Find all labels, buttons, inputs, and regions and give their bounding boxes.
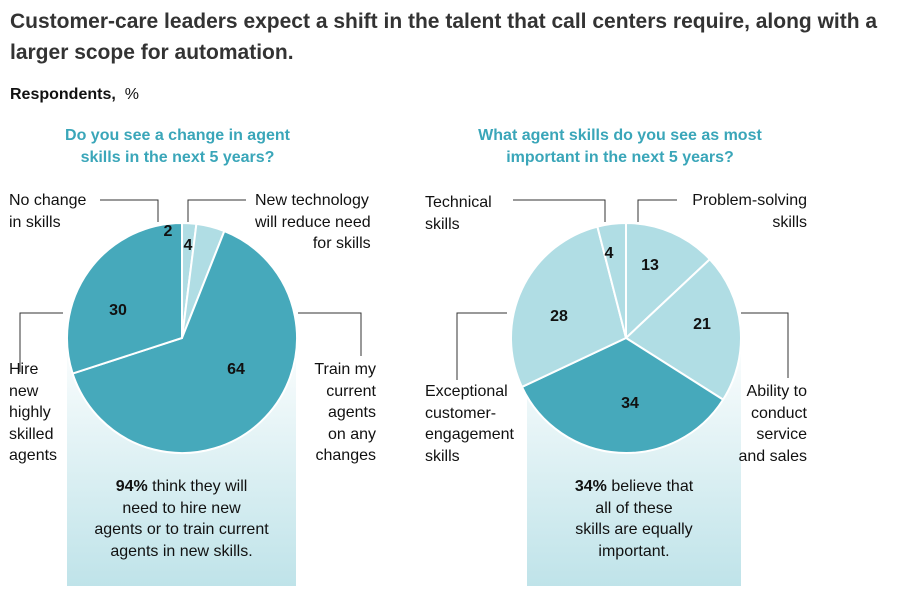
- slice-label-no-change: No change in skills: [9, 190, 86, 233]
- leader-line: [187, 199, 246, 222]
- respondents-label: Respondents, %: [10, 86, 139, 104]
- label-line: for skills: [312, 235, 371, 252]
- label-line: on any: [327, 425, 376, 443]
- slice-label-technical: Technical skills: [425, 192, 492, 235]
- label-line: will reduce need: [255, 213, 371, 231]
- chart1-pie: 24 64 30: [66, 221, 298, 454]
- note-line: agents or to train current: [94, 521, 269, 538]
- headline: Customer-care leaders expect a shift in …: [10, 10, 878, 64]
- leader-line: [741, 312, 789, 378]
- leader-line: [637, 199, 677, 222]
- label-line: Problem-solving: [692, 192, 807, 209]
- slice-label-problem-solving: Problem-solving skills: [680, 190, 807, 233]
- slice-exceptional: [510, 225, 628, 389]
- slice-label-ability: Ability to conduct service and sales: [720, 381, 808, 467]
- slice-train-agents: [71, 229, 298, 454]
- label-line: service: [756, 426, 807, 443]
- label-line: current: [326, 382, 376, 400]
- label-line: Hire: [9, 361, 39, 378]
- label-line: highly: [9, 404, 51, 421]
- label-line: agents: [327, 404, 376, 421]
- slice-ability-value-label: 21: [693, 316, 711, 333]
- slice-label-exceptional: Exceptional customer- engagement skills: [425, 381, 514, 467]
- note-line: 34% believe that: [527, 476, 741, 498]
- note-bold: 34%: [574, 478, 607, 495]
- label-line: Train my: [314, 361, 376, 378]
- chart2-title-line: important in the next 5 years?: [506, 149, 734, 166]
- label-line: Technical: [425, 194, 492, 211]
- slice-ability: [624, 257, 742, 402]
- leader-line: [513, 199, 606, 222]
- slice-train-agents-value-label: 64: [227, 361, 245, 378]
- note-bold: 94%: [115, 478, 148, 495]
- label-line: new: [9, 382, 39, 400]
- slice-exceptional-value-label: 28: [550, 308, 568, 325]
- label-line: in skills: [9, 213, 61, 231]
- slice-problem-solving: [625, 221, 712, 341]
- note-line: important.: [598, 542, 670, 560]
- slice-label-train: Train my current agents on any changes: [300, 359, 376, 467]
- label-line: customer-: [425, 404, 497, 422]
- label-line: Ability to: [746, 383, 807, 400]
- label-line: conduct: [750, 404, 807, 422]
- label-line: skills: [425, 447, 460, 465]
- note-text: believe that: [606, 478, 694, 495]
- chart2-title-line: What agent skills do you see as most: [478, 127, 762, 144]
- chart1-title: Do you see a change in agent skills in t…: [20, 125, 335, 169]
- chart1-title-line: skills in the next 5 years?: [80, 149, 275, 166]
- chart1-title-line: Do you see a change in agent: [65, 127, 290, 144]
- slice-all-equal: [520, 336, 725, 454]
- label-line: No change: [9, 192, 87, 209]
- leader-line: [298, 312, 362, 356]
- note-line: need to hire new: [122, 499, 241, 517]
- slice-label-hire: Hire new highly skilled agents: [9, 359, 57, 467]
- leader-lines: [19, 199, 789, 380]
- chart2-pie: 13 21 34 28 4: [510, 221, 742, 454]
- slice-new-technology-value-label: 4: [184, 237, 193, 254]
- label-line: agents: [9, 447, 58, 464]
- label-line: skills: [772, 213, 807, 231]
- label-line: skills: [425, 215, 460, 233]
- chart2-note: 34% believe that all of these skills are…: [527, 476, 741, 562]
- slice-technical: [596, 221, 627, 339]
- label-line: New technology: [255, 192, 369, 209]
- label-line: skilled: [9, 425, 54, 443]
- note-line: agents in new skills.: [110, 542, 253, 560]
- leader-line: [100, 199, 159, 222]
- note-text: think they will: [147, 478, 248, 495]
- slice-all-equal-value-label: 34: [621, 395, 639, 412]
- label-line: and sales: [738, 447, 808, 465]
- respondents-bold: Respondents,: [10, 86, 116, 103]
- respondents-unit: %: [124, 86, 139, 103]
- slice-problem-solving-value-label: 13: [641, 257, 659, 274]
- slice-hire-agents: [66, 221, 183, 375]
- slice-label-new-technology: New technology will reduce need for skil…: [255, 190, 371, 255]
- chart2-title: What agent skills do you see as most imp…: [440, 125, 800, 169]
- label-line: Exceptional: [425, 383, 508, 400]
- chart1-note: 94% think they will need to hire new age…: [67, 476, 296, 562]
- slice-no-change-value-label: 2: [164, 223, 173, 240]
- label-line: engagement: [425, 426, 514, 443]
- slice-technical-value-label: 4: [605, 245, 614, 262]
- note-line: all of these: [595, 499, 673, 517]
- note-line: skills are equally: [575, 521, 693, 538]
- slice-hire-agents-value-label: 30: [109, 302, 127, 319]
- leader-line: [19, 312, 63, 372]
- note-line: 94% think they will: [67, 476, 296, 498]
- label-line: changes: [315, 447, 377, 464]
- leader-line: [456, 312, 507, 380]
